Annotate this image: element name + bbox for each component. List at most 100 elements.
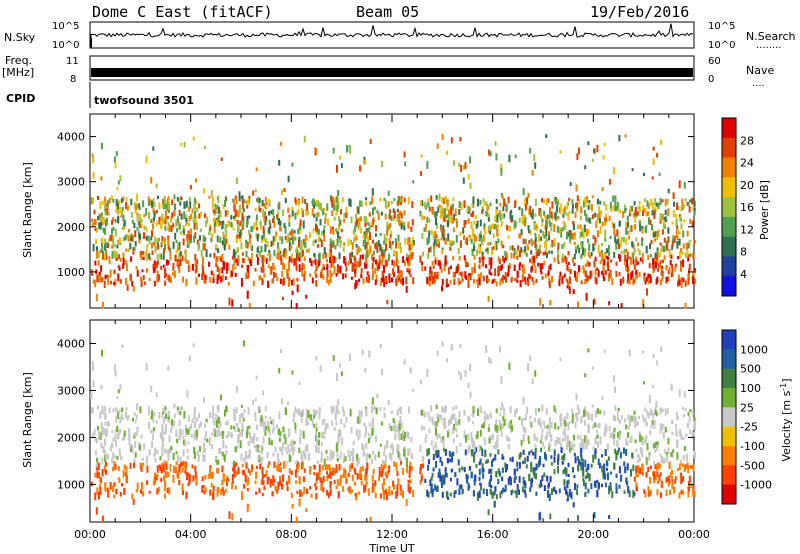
echo-cell	[442, 436, 445, 442]
echo-cell	[357, 225, 360, 230]
echo-cell	[493, 491, 496, 496]
echo-cell	[483, 437, 486, 441]
echo-cell	[140, 223, 143, 228]
echo-cell	[156, 488, 159, 495]
echo-cell	[343, 218, 346, 223]
echo-cell	[456, 478, 459, 486]
echo-cell	[442, 214, 445, 222]
echo-cell	[659, 492, 662, 499]
echo-cell	[346, 145, 348, 153]
echo-cell	[369, 435, 372, 440]
echo-cell	[114, 162, 117, 169]
echo-cell	[293, 235, 296, 241]
echo-cell	[622, 236, 625, 243]
echo-cell	[479, 482, 482, 486]
echo-cell	[141, 457, 144, 461]
echo-cell	[576, 484, 579, 489]
echo-cell	[114, 218, 117, 223]
nsearch-bottom-tick: 10^0	[708, 40, 735, 51]
echo-cell	[333, 256, 336, 264]
echo-cell	[580, 465, 583, 471]
echo-cell	[287, 175, 290, 183]
echo-cell	[372, 250, 375, 256]
echo-cell	[471, 413, 474, 417]
echo-cell	[306, 412, 309, 421]
echo-cell	[558, 488, 561, 494]
nsky-line	[90, 23, 694, 39]
echo-cell	[142, 275, 145, 281]
nsky-top-tick: 10^5	[52, 21, 79, 32]
echo-cell	[360, 273, 363, 279]
echo-cell	[508, 154, 511, 163]
echo-cell	[638, 431, 641, 436]
echo-cell	[437, 206, 440, 213]
echo-cell	[412, 277, 415, 285]
echo-cell	[92, 363, 94, 371]
echo-cell	[587, 228, 590, 235]
echo-cell	[468, 206, 471, 212]
echo-cell	[236, 445, 239, 450]
echo-cell	[92, 279, 95, 284]
echo-cell	[156, 253, 159, 262]
echo-cell	[596, 219, 599, 224]
echo-cell	[145, 481, 148, 485]
echo-cell	[380, 211, 383, 216]
echo-cell	[428, 428, 431, 433]
echo-cell	[162, 252, 165, 260]
echo-cell	[397, 478, 400, 486]
echo-cell	[272, 426, 275, 431]
echo-cell	[133, 246, 136, 251]
echo-cell	[116, 187, 119, 191]
echo-cell	[545, 198, 548, 206]
echo-cell	[338, 216, 340, 221]
echo-cell	[572, 233, 574, 240]
echo-cell	[560, 443, 563, 449]
echo-cell	[290, 492, 293, 499]
echo-cell	[647, 254, 650, 261]
echo-cell	[578, 247, 581, 254]
echo-cell	[606, 461, 609, 467]
echo-cell	[233, 414, 236, 422]
echo-cell	[134, 452, 137, 458]
echo-cell	[450, 454, 453, 463]
echo-cell	[110, 195, 113, 201]
echo-cell	[316, 260, 318, 269]
echo-cell	[541, 276, 544, 280]
echo-cell	[524, 204, 527, 211]
echo-cell	[488, 356, 491, 363]
echo-cell	[195, 207, 198, 212]
echo-cell	[667, 227, 670, 234]
echo-cell	[577, 464, 580, 472]
echo-cell	[502, 245, 505, 249]
echo-cell	[173, 420, 175, 427]
echo-cell	[657, 268, 660, 272]
echo-cell	[156, 449, 159, 455]
echo-cell	[597, 216, 600, 221]
echo-cell	[500, 430, 503, 437]
echo-cell	[524, 280, 527, 285]
echo-cell	[118, 478, 121, 483]
echo-cell	[506, 252, 509, 259]
echo-cell	[159, 253, 162, 260]
echo-cell	[592, 235, 595, 240]
echo-cell	[297, 228, 300, 235]
echo-cell	[634, 216, 637, 223]
echo-cell	[420, 379, 423, 385]
echo-cell	[256, 226, 259, 231]
echo-cell	[214, 203, 217, 207]
echo-cell	[158, 216, 161, 225]
echo-cell	[272, 452, 275, 457]
echo-cell	[101, 277, 104, 283]
echo-cell	[677, 274, 680, 283]
echo-cell	[136, 216, 139, 222]
echo-cell	[633, 476, 636, 482]
echo-cell	[595, 410, 598, 418]
echo-cell	[420, 171, 423, 176]
echo-cell	[123, 220, 126, 227]
echo-cell	[166, 487, 169, 493]
echo-cell	[495, 494, 498, 500]
echo-cell	[626, 463, 629, 471]
echo-cell	[591, 404, 594, 408]
echo-cell	[531, 378, 534, 384]
echo-cell	[210, 482, 213, 488]
